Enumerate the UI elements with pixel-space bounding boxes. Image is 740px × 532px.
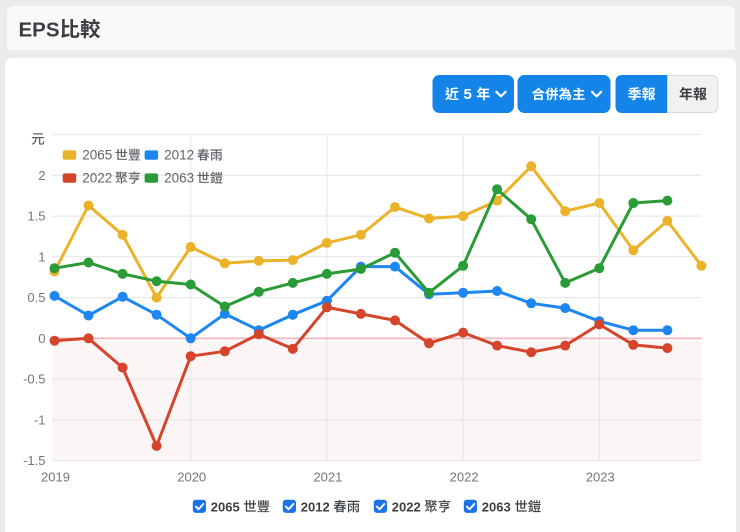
svg-text:-1: -1 [34,412,46,427]
svg-text:-1.5: -1.5 [23,453,45,468]
svg-text:1: 1 [38,249,45,264]
svg-text:2012: 2012 [164,148,194,163]
svg-text:2063: 2063 [482,499,511,514]
svg-text:1.5: 1.5 [27,209,45,224]
svg-text:2063: 2063 [164,171,194,186]
svg-text:-0.5: -0.5 [23,372,45,387]
svg-text:0.5: 0.5 [27,290,45,305]
svg-text:2012: 2012 [301,499,330,514]
svg-text:5: 5 [464,86,472,103]
svg-text:2022: 2022 [392,499,421,514]
svg-text:2065: 2065 [82,148,112,163]
svg-text:2020: 2020 [177,470,206,485]
svg-text:2065: 2065 [211,499,240,514]
svg-text:2022: 2022 [450,470,479,485]
svg-text:2022: 2022 [82,171,112,186]
svg-text:2021: 2021 [313,470,342,485]
svg-text:0: 0 [38,331,45,346]
svg-text:2023: 2023 [586,470,615,485]
svg-text:2019: 2019 [41,470,70,485]
svg-text:2: 2 [38,168,45,183]
svg-text:EPS: EPS [19,18,60,41]
